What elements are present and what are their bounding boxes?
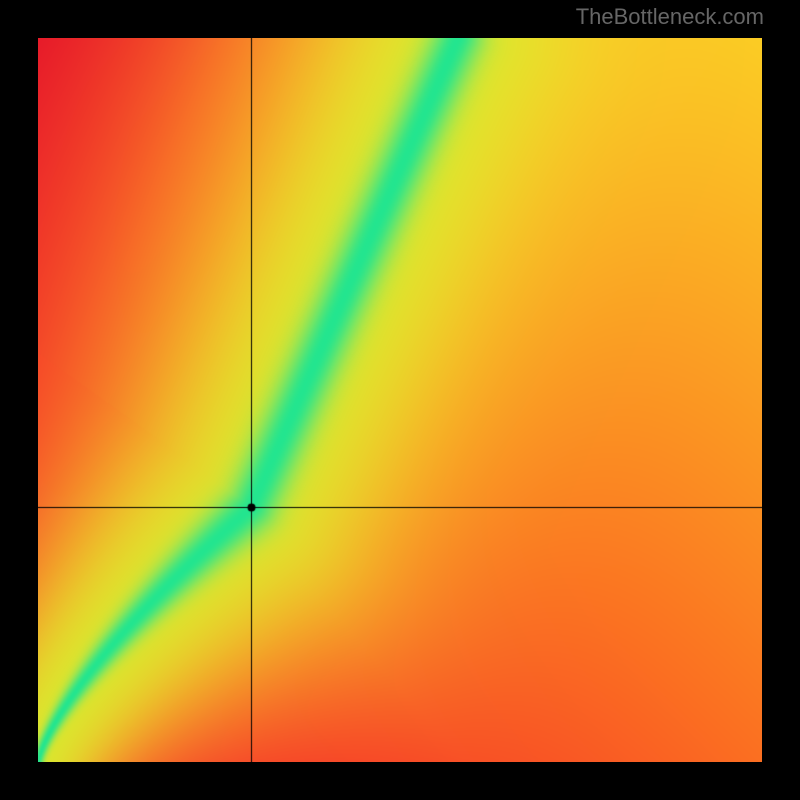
heatmap-canvas [38, 38, 762, 762]
chart-frame: TheBottleneck.com [0, 0, 800, 800]
watermark-text: TheBottleneck.com [576, 4, 764, 30]
